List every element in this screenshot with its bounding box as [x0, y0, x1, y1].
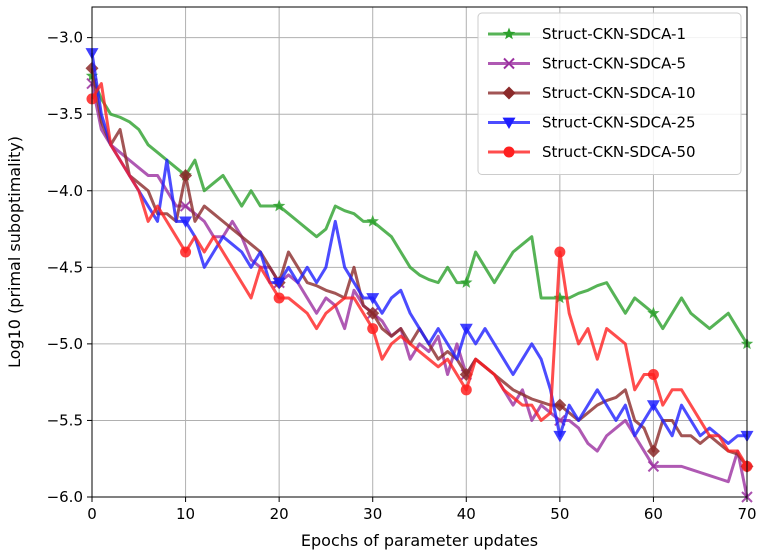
- x-tick-label: 0: [87, 505, 97, 523]
- legend-label: Struct-CKN-SDCA-1: [542, 25, 686, 43]
- axes-ticks: 0 10 20 30 40 50 60 70 −6.0 −5.5 −5.0 −4.5 −4.0 −3.5 −…: [47, 29, 757, 523]
- series-line: [90, 75, 749, 345]
- y-tick-label: −5.5: [47, 411, 83, 429]
- data-point: [647, 460, 660, 473]
- legend-entry: Struct-CKN-SDCA-1: [488, 25, 686, 43]
- legend: Struct-CKN-SDCA-1 Struct-CKN-SDCA-5 Struct…: [477, 12, 742, 175]
- legend-label: Struct-CKN-SDCA-5: [542, 55, 686, 73]
- x-tick-label: 10: [176, 505, 195, 523]
- y-axis-label: Log10 (primal suboptimality): [5, 136, 24, 368]
- y-tick-label: −6.0: [47, 488, 83, 506]
- legend-label: Struct-CKN-SDCA-25: [542, 114, 696, 132]
- data-point: [366, 306, 380, 320]
- x-tick-label: 20: [270, 505, 289, 523]
- data-point: [272, 277, 286, 290]
- data-point: [179, 200, 192, 212]
- series-line: [90, 83, 749, 498]
- series-line: [90, 82, 749, 468]
- x-tick-label: 50: [550, 505, 569, 523]
- y-tick-label: −5.0: [47, 335, 83, 353]
- y-tick-label: −4.5: [47, 258, 83, 276]
- data-point: [367, 323, 379, 335]
- x-axis-label: Epochs of parameter updates: [301, 531, 538, 550]
- data-point: [460, 384, 472, 396]
- legend-entry: Struct-CKN-SDCA-10: [488, 84, 696, 102]
- series-5: [86, 82, 753, 472]
- data-point: [647, 369, 659, 380]
- data-point: [460, 276, 473, 288]
- plot-frame: [91, 6, 748, 498]
- data-point: [180, 246, 192, 258]
- data-point: [647, 306, 660, 319]
- data-point: [366, 293, 380, 305]
- legend-marker: [502, 86, 516, 100]
- x-tick-label: 70: [737, 505, 756, 523]
- x-tick-label: 40: [457, 505, 476, 523]
- y-tick-label: −3.5: [47, 105, 83, 123]
- legend-entry: Struct-CKN-SDCA-5: [488, 55, 686, 73]
- data-point: [553, 291, 567, 304]
- data-point: [179, 168, 193, 182]
- legend-marker: [503, 146, 515, 158]
- data-point: [553, 430, 567, 443]
- data-point: [366, 214, 379, 227]
- data-point: [646, 400, 660, 412]
- data-point: [273, 292, 285, 304]
- legend-marker: [502, 27, 516, 40]
- legend-entry: Struct-CKN-SDCA-50: [488, 143, 696, 161]
- series-line: [90, 52, 747, 445]
- x-tick-label: 60: [644, 505, 663, 523]
- data-point: [459, 323, 473, 336]
- x-tick-label: 30: [363, 505, 382, 523]
- legend-marker: [503, 57, 515, 70]
- data-point: [553, 398, 567, 412]
- data-point: [646, 444, 660, 458]
- legend-marker: [502, 117, 516, 129]
- series-group: [85, 48, 754, 503]
- y-tick-label: −3.0: [47, 29, 83, 47]
- data-point: [554, 246, 566, 258]
- data-point: [179, 216, 193, 228]
- y-tick-label: −4.0: [47, 182, 83, 200]
- legend-label: Struct-CKN-SDCA-10: [542, 84, 696, 102]
- data-point: [272, 199, 286, 212]
- legend-label: Struct-CKN-SDCA-50: [542, 143, 696, 161]
- legend-box: [477, 12, 742, 175]
- legend-entry: Struct-CKN-SDCA-25: [488, 114, 696, 132]
